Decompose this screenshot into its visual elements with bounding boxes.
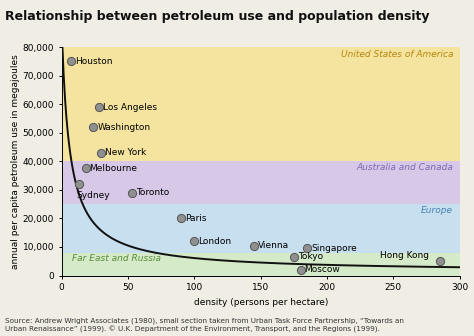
Text: Paris: Paris xyxy=(185,214,207,223)
Text: Source: Andrew Wright Associates (1980), small section taken from Urban Task For: Source: Andrew Wright Associates (1980),… xyxy=(5,318,404,333)
Text: Sydney: Sydney xyxy=(76,191,110,200)
Text: Melbourne: Melbourne xyxy=(90,164,137,173)
Point xyxy=(177,216,185,221)
Text: Tokyo: Tokyo xyxy=(298,252,323,261)
Text: Vienna: Vienna xyxy=(258,241,289,250)
X-axis label: density (persons per hectare): density (persons per hectare) xyxy=(193,298,328,307)
Text: Los Angeles: Los Angeles xyxy=(103,102,157,112)
Point xyxy=(191,239,198,244)
Text: Europe: Europe xyxy=(421,206,453,215)
Text: Hong Kong: Hong Kong xyxy=(380,251,429,260)
Text: Moscow: Moscow xyxy=(304,265,340,274)
Point xyxy=(75,181,82,187)
Point xyxy=(290,254,298,260)
Text: Houston: Houston xyxy=(75,57,112,66)
Text: Singapore: Singapore xyxy=(311,244,357,253)
Point xyxy=(67,58,75,64)
Text: Toronto: Toronto xyxy=(136,188,169,197)
Point xyxy=(128,190,136,195)
Bar xyxy=(62,47,460,161)
Text: New York: New York xyxy=(105,148,146,157)
Point xyxy=(95,104,102,110)
Text: Far East and Russia: Far East and Russia xyxy=(72,254,161,263)
Bar xyxy=(62,161,460,204)
Bar xyxy=(62,204,460,253)
Point xyxy=(90,124,97,130)
Text: Washington: Washington xyxy=(98,123,151,131)
Point xyxy=(250,243,258,248)
Text: Relationship between petroleum use and population density: Relationship between petroleum use and p… xyxy=(5,10,429,23)
Text: London: London xyxy=(198,237,231,246)
Point xyxy=(297,267,304,272)
Point xyxy=(98,150,105,155)
Bar xyxy=(62,253,460,276)
Point xyxy=(436,259,444,264)
Text: Australia and Canada: Australia and Canada xyxy=(356,163,453,172)
Point xyxy=(82,166,89,171)
Text: United States of America: United States of America xyxy=(341,50,453,59)
Y-axis label: annual per capita petroleum use in megajoules: annual per capita petroleum use in megaj… xyxy=(11,54,20,269)
Point xyxy=(303,246,311,251)
